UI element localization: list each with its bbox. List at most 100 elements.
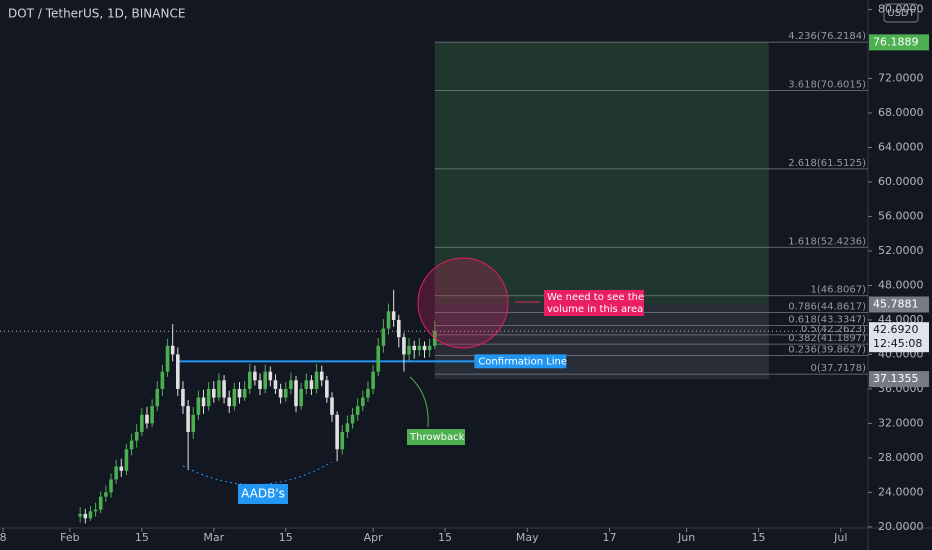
- candle-body: [366, 388, 370, 398]
- fib-label: 4.236(76.2184): [788, 31, 866, 42]
- y-tick-label: 60.0000: [878, 175, 924, 188]
- candle-body: [412, 345, 417, 351]
- note-text: AADB's: [241, 487, 285, 501]
- x-tick-label: Jun: [677, 531, 695, 544]
- note-text: volume in this area: [547, 304, 643, 315]
- candle-body: [427, 345, 432, 351]
- candle-body: [294, 380, 298, 407]
- countdown: 12:45:08: [873, 337, 922, 350]
- price-tag: [869, 34, 929, 51]
- candle-body: [335, 414, 339, 450]
- price-tag: [869, 371, 929, 388]
- price-tag-label: 45.7881: [873, 298, 919, 311]
- price-tag-label: 42.6920: [873, 323, 919, 336]
- candle-body: [227, 397, 232, 407]
- candle-body: [258, 380, 262, 389]
- candle-body: [191, 414, 196, 433]
- candle-body: [98, 496, 103, 510]
- fib-label: 0.236(39.8627): [788, 345, 866, 356]
- candle-body: [422, 345, 427, 351]
- confirmation-label: Confirmation Line: [478, 356, 567, 367]
- candle-body: [417, 345, 422, 351]
- y-tick-label: 80.0000: [878, 2, 924, 15]
- candle-body: [155, 388, 160, 407]
- y-tick-label: 48.0000: [878, 278, 924, 291]
- y-tick-label: 28.0000: [878, 451, 924, 464]
- candle-body: [319, 371, 324, 381]
- candle-body: [340, 432, 345, 450]
- x-tick-label: Mar: [203, 531, 224, 544]
- candle-body: [371, 371, 375, 389]
- candle-body: [176, 354, 180, 389]
- throwback-arrow: [409, 376, 429, 428]
- note-text: We need to see the: [547, 292, 644, 303]
- y-tick-label: 56.0000: [878, 209, 924, 222]
- candle-body: [114, 466, 118, 480]
- x-tick-label: 15: [135, 531, 149, 544]
- x-tick-label: 15: [752, 531, 766, 544]
- candle-body: [381, 328, 386, 346]
- candle-body: [283, 388, 288, 398]
- candle-body: [93, 509, 98, 512]
- fib-label: 0.382(41.1897): [788, 333, 866, 344]
- fib-label: 3.618(70.6015): [788, 80, 866, 91]
- y-tick-label: 24.0000: [878, 485, 924, 498]
- candle-body: [391, 311, 396, 320]
- candle-body: [140, 414, 144, 433]
- candle-body: [304, 380, 309, 389]
- candle-body: [325, 380, 329, 398]
- candle-body: [350, 414, 355, 424]
- candle-body: [232, 388, 237, 407]
- chart-title: DOT / TetherUS, 1D, BINANCE: [8, 7, 185, 21]
- candle-body: [278, 388, 283, 398]
- x-tick-label: 15: [279, 531, 293, 544]
- candle-body: [407, 345, 411, 355]
- candle-body: [268, 371, 273, 381]
- candle-body: [211, 388, 216, 398]
- candle-body: [160, 371, 165, 389]
- candle-body: [165, 345, 170, 372]
- candle-body: [109, 479, 113, 493]
- y-tick-label: 32.0000: [878, 416, 924, 429]
- price-tag-label: 76.1889: [873, 35, 919, 48]
- candle-body: [129, 440, 134, 450]
- fib-label: 0.786(44.8617): [788, 301, 866, 312]
- x-tick-label: Feb: [60, 531, 79, 544]
- candle-body: [119, 466, 124, 471]
- candle-body: [222, 380, 226, 398]
- candle-body: [345, 423, 350, 433]
- candle-body: [355, 406, 360, 415]
- x-tick-label: May: [516, 531, 539, 544]
- y-tick-label: 64.0000: [878, 140, 924, 153]
- price-tag: [869, 322, 929, 353]
- candle-body: [376, 345, 381, 372]
- candle-body: [88, 511, 93, 519]
- candle-body: [402, 337, 406, 355]
- candle-body: [134, 432, 139, 441]
- candle-body: [330, 397, 334, 415]
- x-tick-label: Apr: [364, 531, 384, 544]
- candle-body: [206, 388, 211, 407]
- candle-body: [150, 406, 154, 424]
- fib-label: 0.618(43.3347): [788, 315, 866, 326]
- candle-body: [237, 388, 242, 398]
- candle-body: [78, 513, 82, 517]
- price-tag-label: 37.1355: [873, 372, 919, 385]
- candle-body: [186, 406, 190, 433]
- x-tick-label: 15: [438, 531, 452, 544]
- candle-body: [145, 414, 149, 424]
- fib-label: 2.618(61.5125): [788, 158, 866, 169]
- y-tick-label: 20.0000: [878, 520, 924, 533]
- x-tick-label: 8: [0, 531, 7, 544]
- confirmation-box: [474, 354, 567, 369]
- note-box: [238, 484, 288, 504]
- candle-body: [104, 492, 108, 497]
- candle-body: [181, 388, 185, 407]
- candle-body: [309, 380, 314, 389]
- currency: USDT: [887, 8, 915, 19]
- pattern-arc: [182, 461, 333, 486]
- highlight-circle: [417, 257, 509, 349]
- candle-body: [273, 380, 278, 389]
- candle-body: [289, 380, 293, 389]
